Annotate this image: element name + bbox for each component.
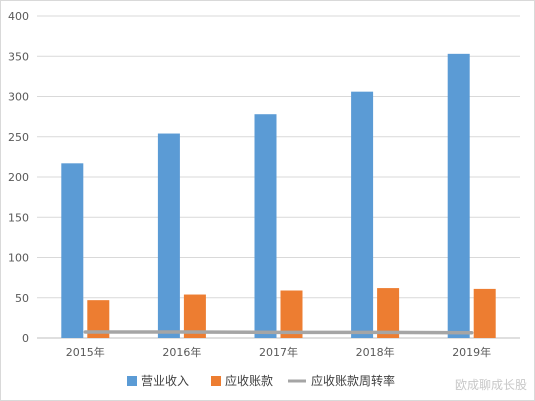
y-tick-label: 0 bbox=[22, 332, 29, 345]
bar-receivables bbox=[473, 288, 496, 338]
bar-revenue bbox=[61, 163, 84, 338]
y-tick-label: 150 bbox=[8, 211, 29, 224]
x-tick-label: 2016年 bbox=[162, 345, 201, 359]
bar-revenue bbox=[351, 91, 374, 338]
bar-revenue bbox=[157, 133, 180, 338]
y-axis-tick-labels: 0 50 100 150 200 250 300 350 400 bbox=[8, 10, 29, 345]
y-tick-label: 250 bbox=[8, 131, 29, 144]
legend: 营业收入 应收账款 应收账款周转率 bbox=[127, 373, 395, 388]
y-tick-label: 50 bbox=[15, 292, 29, 305]
x-axis-tick-labels: 2015年 2016年 2017年 2018年 2019年 bbox=[66, 345, 491, 359]
bar-receivables bbox=[87, 300, 110, 338]
x-tick-label: 2018年 bbox=[356, 345, 395, 359]
watermark-text: 欧成聊成长股 bbox=[455, 378, 527, 392]
x-tick-label: 2019年 bbox=[452, 345, 491, 359]
bar-revenue bbox=[447, 53, 470, 339]
y-tick-label: 350 bbox=[8, 50, 29, 63]
legend-label: 营业收入 bbox=[141, 374, 189, 388]
y-tick-label: 200 bbox=[8, 171, 29, 184]
legend-swatch bbox=[127, 376, 137, 386]
bar-receivables bbox=[183, 294, 206, 338]
gridlines bbox=[37, 15, 520, 339]
x-tick-label: 2017年 bbox=[259, 345, 298, 359]
bar-revenue bbox=[254, 114, 277, 339]
line-turnover-rate bbox=[83, 330, 474, 335]
bar-receivables bbox=[280, 290, 303, 338]
legend-label: 应收账款周转率 bbox=[311, 373, 395, 388]
legend-label: 应收账款 bbox=[225, 373, 273, 388]
legend-swatch bbox=[211, 376, 221, 386]
y-tick-label: 100 bbox=[8, 252, 29, 265]
x-tick-label: 2015年 bbox=[66, 345, 105, 359]
bars bbox=[61, 53, 496, 339]
bar-receivables bbox=[377, 288, 400, 338]
y-tick-label: 300 bbox=[8, 91, 29, 104]
y-tick-label: 400 bbox=[8, 10, 29, 23]
line-series bbox=[83, 330, 474, 335]
